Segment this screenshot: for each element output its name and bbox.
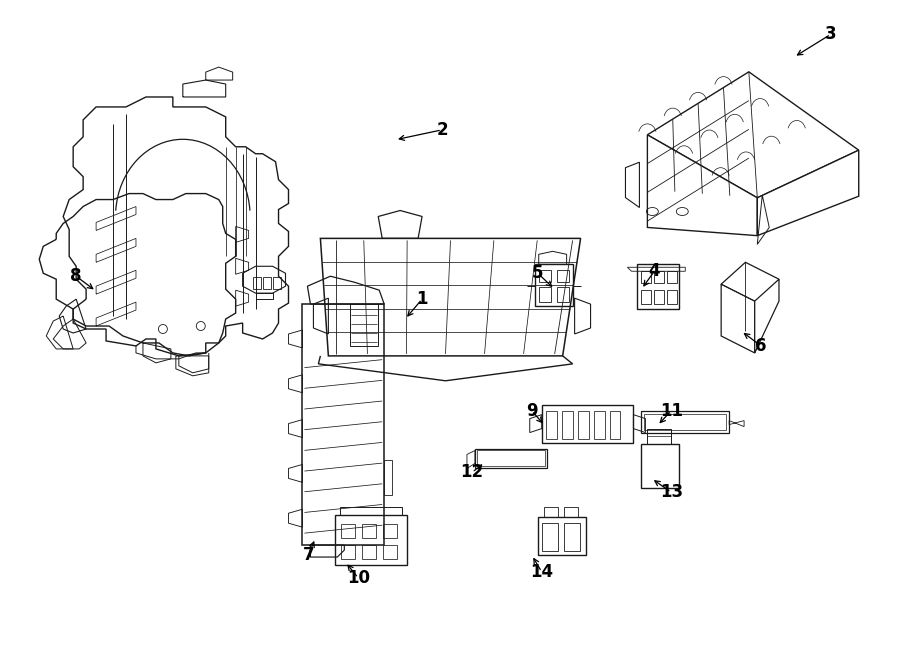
- Bar: [642, 444, 680, 488]
- Bar: [537, 517, 586, 555]
- Bar: [363, 524, 376, 538]
- Bar: [562, 410, 572, 438]
- Bar: [383, 545, 397, 559]
- Bar: [545, 410, 557, 438]
- Bar: [336, 515, 407, 565]
- Bar: [557, 270, 569, 282]
- Text: 3: 3: [825, 25, 837, 43]
- Text: 7: 7: [302, 546, 314, 564]
- Text: 9: 9: [526, 402, 537, 420]
- Bar: [341, 545, 356, 559]
- Text: 6: 6: [755, 337, 767, 355]
- Bar: [341, 524, 356, 538]
- Bar: [535, 264, 572, 306]
- Text: 12: 12: [461, 463, 483, 481]
- Bar: [539, 270, 551, 282]
- Polygon shape: [647, 135, 757, 236]
- Bar: [667, 290, 678, 304]
- Bar: [384, 461, 392, 495]
- Bar: [667, 271, 678, 283]
- Text: 10: 10: [346, 569, 370, 587]
- Bar: [637, 264, 680, 309]
- Bar: [475, 449, 546, 469]
- Bar: [542, 405, 634, 442]
- Text: 2: 2: [436, 121, 448, 139]
- Bar: [654, 271, 664, 283]
- Polygon shape: [721, 262, 779, 353]
- Polygon shape: [647, 72, 859, 198]
- Bar: [302, 304, 384, 545]
- Text: 14: 14: [530, 563, 554, 581]
- Text: 1: 1: [417, 290, 428, 308]
- Text: 11: 11: [660, 402, 683, 420]
- Bar: [273, 277, 281, 289]
- Polygon shape: [320, 239, 580, 356]
- Bar: [263, 277, 271, 289]
- Bar: [594, 410, 605, 438]
- Bar: [609, 410, 620, 438]
- Text: 8: 8: [70, 267, 82, 286]
- Text: 13: 13: [660, 483, 683, 501]
- Bar: [654, 290, 664, 304]
- Bar: [642, 271, 652, 283]
- Bar: [557, 287, 569, 302]
- Bar: [350, 304, 378, 346]
- Bar: [563, 524, 580, 551]
- Bar: [644, 414, 726, 430]
- Polygon shape: [757, 150, 859, 236]
- Bar: [539, 287, 551, 302]
- Bar: [477, 451, 544, 467]
- Polygon shape: [721, 284, 755, 353]
- Bar: [363, 545, 376, 559]
- Bar: [642, 410, 729, 432]
- Polygon shape: [755, 279, 779, 353]
- Bar: [253, 277, 261, 289]
- Bar: [542, 524, 558, 551]
- Text: 4: 4: [649, 262, 661, 280]
- Bar: [642, 290, 652, 304]
- Text: 5: 5: [532, 264, 544, 282]
- Bar: [383, 524, 397, 538]
- Bar: [578, 410, 589, 438]
